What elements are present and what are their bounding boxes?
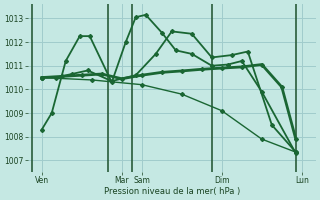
X-axis label: Pression niveau de la mer( hPa ): Pression niveau de la mer( hPa ) xyxy=(104,187,240,196)
